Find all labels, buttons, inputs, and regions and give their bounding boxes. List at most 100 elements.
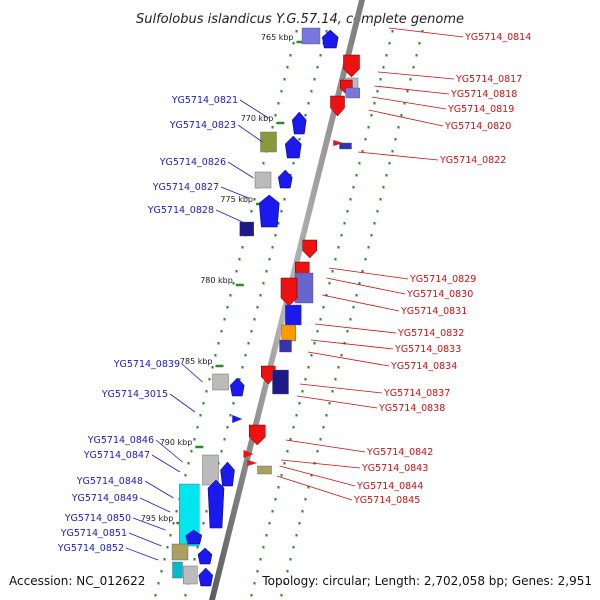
guide-dot [298, 138, 301, 141]
scale-tick-label: 795 kbp [141, 514, 174, 523]
guide-dot [301, 390, 304, 393]
leader-line-forward [181, 363, 203, 383]
gene-label-reverse: YG5714_0834 [390, 361, 457, 372]
gene-label-reverse: YG5714_0818 [450, 89, 517, 100]
gene-arrow-forward [207, 479, 225, 529]
guide-dot [421, 30, 424, 33]
gene-labels: YG5714_0821 YG5714_0823 YG5714_0826 YG5714_… [57, 32, 532, 554]
guide-dot [373, 222, 376, 225]
gene-arrow-forward [284, 135, 302, 159]
guide-dot [280, 90, 283, 93]
guide-dot [298, 522, 301, 525]
leader-line-reverse [279, 465, 356, 487]
leader-line-reverse [296, 395, 378, 409]
guide-dot [391, 150, 394, 153]
guide-dot [214, 354, 217, 357]
guide-dot [202, 522, 205, 525]
gene-block [239, 221, 255, 237]
leader-line-forward [128, 532, 162, 547]
guide-dot [361, 150, 364, 153]
gene-arrow-reverse [249, 424, 266, 446]
guide-dot [220, 330, 223, 333]
guide-dot [343, 342, 346, 345]
guide-dot [274, 234, 277, 237]
guide-dot [163, 558, 166, 561]
guide-dot [289, 54, 292, 57]
scale-tick-label: 765 kbp [261, 33, 294, 42]
gene-label-reverse: YG5714_0837 [383, 388, 450, 399]
guide-dot [211, 366, 214, 369]
guide-dot [190, 450, 193, 453]
guide-dot [376, 210, 379, 213]
leader-line-forward [125, 547, 159, 561]
leader-line-reverse [280, 459, 361, 469]
gene-block [254, 171, 272, 189]
guide-dot [373, 102, 376, 105]
gene-arrow-forward [185, 529, 203, 545]
guide-dot [283, 582, 286, 585]
gene-arrow-reverse [261, 365, 276, 385]
topology-text: Topology: circular; Length: 2,702,058 bp… [261, 574, 592, 588]
guide-dot [310, 90, 313, 93]
guide-dot [355, 294, 358, 297]
guide-dot [355, 174, 358, 177]
gene-arrow-forward [258, 194, 280, 228]
guide-dot [298, 402, 301, 405]
gene-arrow-reverse [343, 54, 360, 78]
guide-dot [367, 126, 370, 129]
gene-label-reverse: YG5714_0832 [397, 328, 464, 339]
gene-arrow-forward [198, 567, 214, 587]
guide-dot [307, 486, 310, 489]
guide-dot [319, 318, 322, 321]
gene-marker [333, 140, 344, 146]
leader-line-forward [144, 480, 174, 499]
guide-dot [250, 210, 253, 213]
guide-dot [265, 534, 268, 537]
guide-dot [322, 306, 325, 309]
gene-block [281, 324, 296, 342]
leader-line-forward [220, 186, 249, 199]
leader-line-reverse [322, 294, 400, 312]
guide-dot [226, 306, 229, 309]
guide-dot [325, 414, 328, 417]
guide-dot [268, 522, 271, 525]
scale-tick-label: 775 kbp [220, 195, 253, 204]
guide-dot [334, 258, 337, 261]
guide-dot [196, 426, 199, 429]
leader-line-forward [139, 497, 171, 513]
leader-line-reverse [307, 351, 390, 367]
guide-dot [331, 390, 334, 393]
guide-dot [316, 66, 319, 69]
guide-dot [283, 78, 286, 81]
guide-dot [286, 450, 289, 453]
guide-dot [349, 198, 352, 201]
gene-block [345, 87, 360, 99]
guide-dot [238, 378, 241, 381]
guide-dot [193, 558, 196, 561]
guide-dot [256, 306, 259, 309]
guide-dot [196, 546, 199, 549]
guide-dot [169, 534, 172, 537]
guide-dot [376, 90, 379, 93]
gene-arrow-reverse [280, 277, 298, 307]
gene-label-reverse: YG5714_0833 [394, 344, 461, 355]
guide-dot [235, 270, 238, 273]
guide-dot [160, 570, 163, 573]
guide-dot [361, 270, 364, 273]
gene-label-reverse: YG5714_0843 [361, 463, 428, 474]
guide-dot [340, 354, 343, 357]
gene-block [279, 339, 292, 353]
gene-arrow-forward [229, 377, 245, 397]
guide-dot [295, 534, 298, 537]
gene-label-forward: YG5714_3015 [101, 389, 168, 400]
gene-arrow-forward [277, 169, 293, 189]
gene-label-reverse: YG5714_0829 [409, 274, 476, 285]
guide-dot [280, 474, 283, 477]
gene-label-reverse: YG5714_0822 [439, 155, 506, 166]
guide-dot [208, 378, 211, 381]
guide-dot [292, 162, 295, 165]
gene-block [260, 131, 277, 153]
guide-dot [286, 66, 289, 69]
leader-line-forward [237, 124, 263, 143]
gene-marker [247, 460, 258, 466]
